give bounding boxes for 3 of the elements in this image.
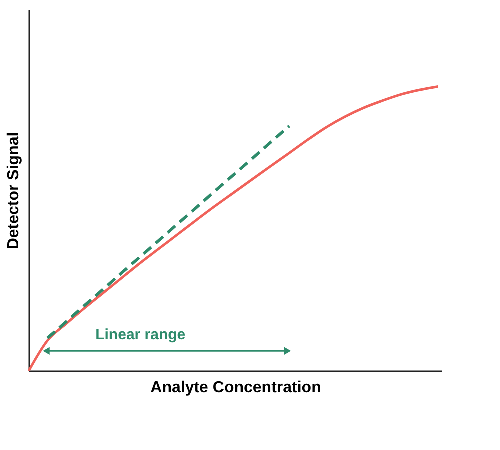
y-axis-title: Detector Signal (6, 132, 22, 250)
x-axis-title: Analyte Concentration (150, 380, 322, 396)
annotation: Linear range (96, 326, 186, 344)
